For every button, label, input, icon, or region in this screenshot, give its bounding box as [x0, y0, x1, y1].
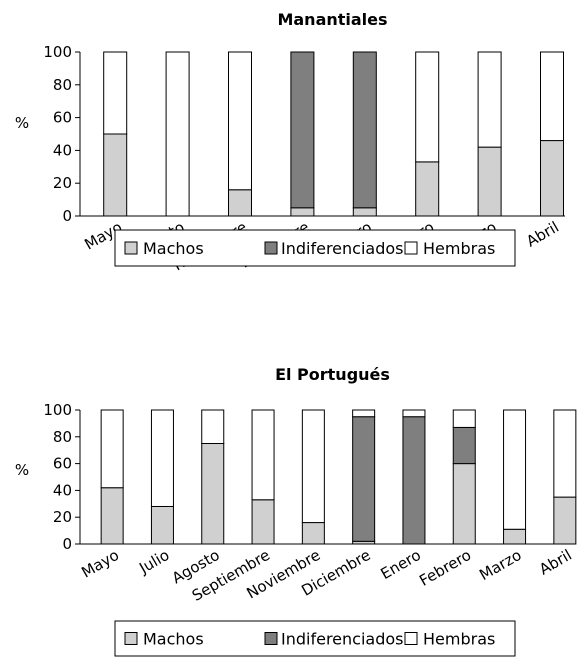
bar-machos [540, 140, 564, 217]
bar-hembras [402, 409, 426, 418]
legend-box [114, 229, 516, 267]
bar-hembras [452, 409, 476, 428]
bar-machos [503, 528, 527, 545]
y-tick-label: 100 [43, 43, 72, 61]
bar-machos [103, 133, 128, 217]
y-tick-label: 80 [53, 428, 72, 446]
x-tick-label: Julio [135, 546, 172, 578]
x-tick-label: Abril [523, 218, 562, 251]
bar-machos [100, 487, 124, 545]
x-tick-label: Febrero [416, 546, 474, 590]
bar-hembras [201, 409, 225, 444]
chart-title: El Portugués [275, 365, 390, 384]
legend-label-indiferenciados: Indiferenciados [281, 239, 403, 258]
x-tick-label: Mayo [78, 546, 122, 582]
bar-machos [201, 443, 225, 545]
bar-machos [477, 146, 502, 217]
bar-indiferenciados [352, 416, 376, 542]
bar-hembras [150, 409, 174, 507]
bar-machos [553, 496, 577, 545]
y-axis-label: % [15, 114, 29, 132]
bar-hembras [301, 409, 325, 524]
legend-swatch-hembras [404, 241, 418, 255]
y-tick-label: 40 [53, 481, 72, 499]
y-tick-label: 20 [53, 174, 72, 192]
y-tick-label: 0 [62, 535, 72, 553]
legend-swatch-machos [124, 632, 138, 645]
bar-hembras [251, 409, 275, 501]
legend: Machos Indiferenciados Hembras [114, 620, 516, 657]
y-tick-label: 60 [53, 455, 72, 473]
y-tick-label: 40 [53, 141, 72, 159]
bar-machos [415, 161, 440, 217]
legend-swatch-indiferenciados [264, 241, 278, 255]
bar-machos [290, 207, 315, 217]
bar-hembras [415, 51, 440, 163]
bar-hembras [553, 409, 577, 498]
bar-machos [228, 189, 252, 217]
bar-machos [150, 505, 174, 545]
legend: Machos Indiferenciados Hembras [114, 229, 516, 267]
bar-hembras [228, 51, 252, 191]
y-tick-label: 60 [53, 109, 72, 127]
legend-label-hembras: Hembras [423, 630, 495, 649]
legend-swatch-hembras [404, 632, 418, 645]
bar-hembras [165, 51, 190, 217]
y-tick-label: 0 [62, 207, 72, 225]
bar-machos [251, 499, 275, 545]
x-tick-label: Abril [536, 546, 575, 579]
y-tick-label: 80 [53, 76, 72, 94]
y-tick-label: 20 [53, 508, 72, 526]
bar-indiferenciados [290, 51, 315, 209]
bar-machos [352, 207, 377, 217]
legend-label-hembras: Hembras [423, 239, 495, 258]
bar-machos [301, 522, 325, 545]
chart-title: Manantiales [277, 10, 387, 29]
legend-box [114, 620, 516, 657]
bar-hembras [352, 409, 376, 418]
bar-hembras [540, 51, 564, 142]
bar-indiferenciados [452, 426, 476, 465]
legend-label-machos: Machos [143, 630, 204, 649]
y-axis-label: % [15, 461, 29, 479]
bar-hembras [100, 409, 124, 489]
bar-hembras [103, 51, 128, 135]
legend-swatch-indiferenciados [264, 632, 278, 645]
y-tick-label: 100 [43, 401, 72, 419]
bar-hembras [477, 51, 502, 148]
bar-machos [452, 463, 476, 545]
chart-1: Manantiales%020406080100MayoAgostoNoviem… [15, 10, 565, 274]
x-tick-label: Marzo [476, 546, 524, 584]
legend-swatch-machos [124, 241, 138, 255]
bar-indiferenciados [352, 51, 377, 209]
legend-label-machos: Machos [143, 239, 204, 258]
bar-indiferenciados [402, 416, 426, 545]
legend-label-indiferenciados: Indiferenciados [281, 630, 403, 649]
bar-hembras [503, 409, 527, 530]
